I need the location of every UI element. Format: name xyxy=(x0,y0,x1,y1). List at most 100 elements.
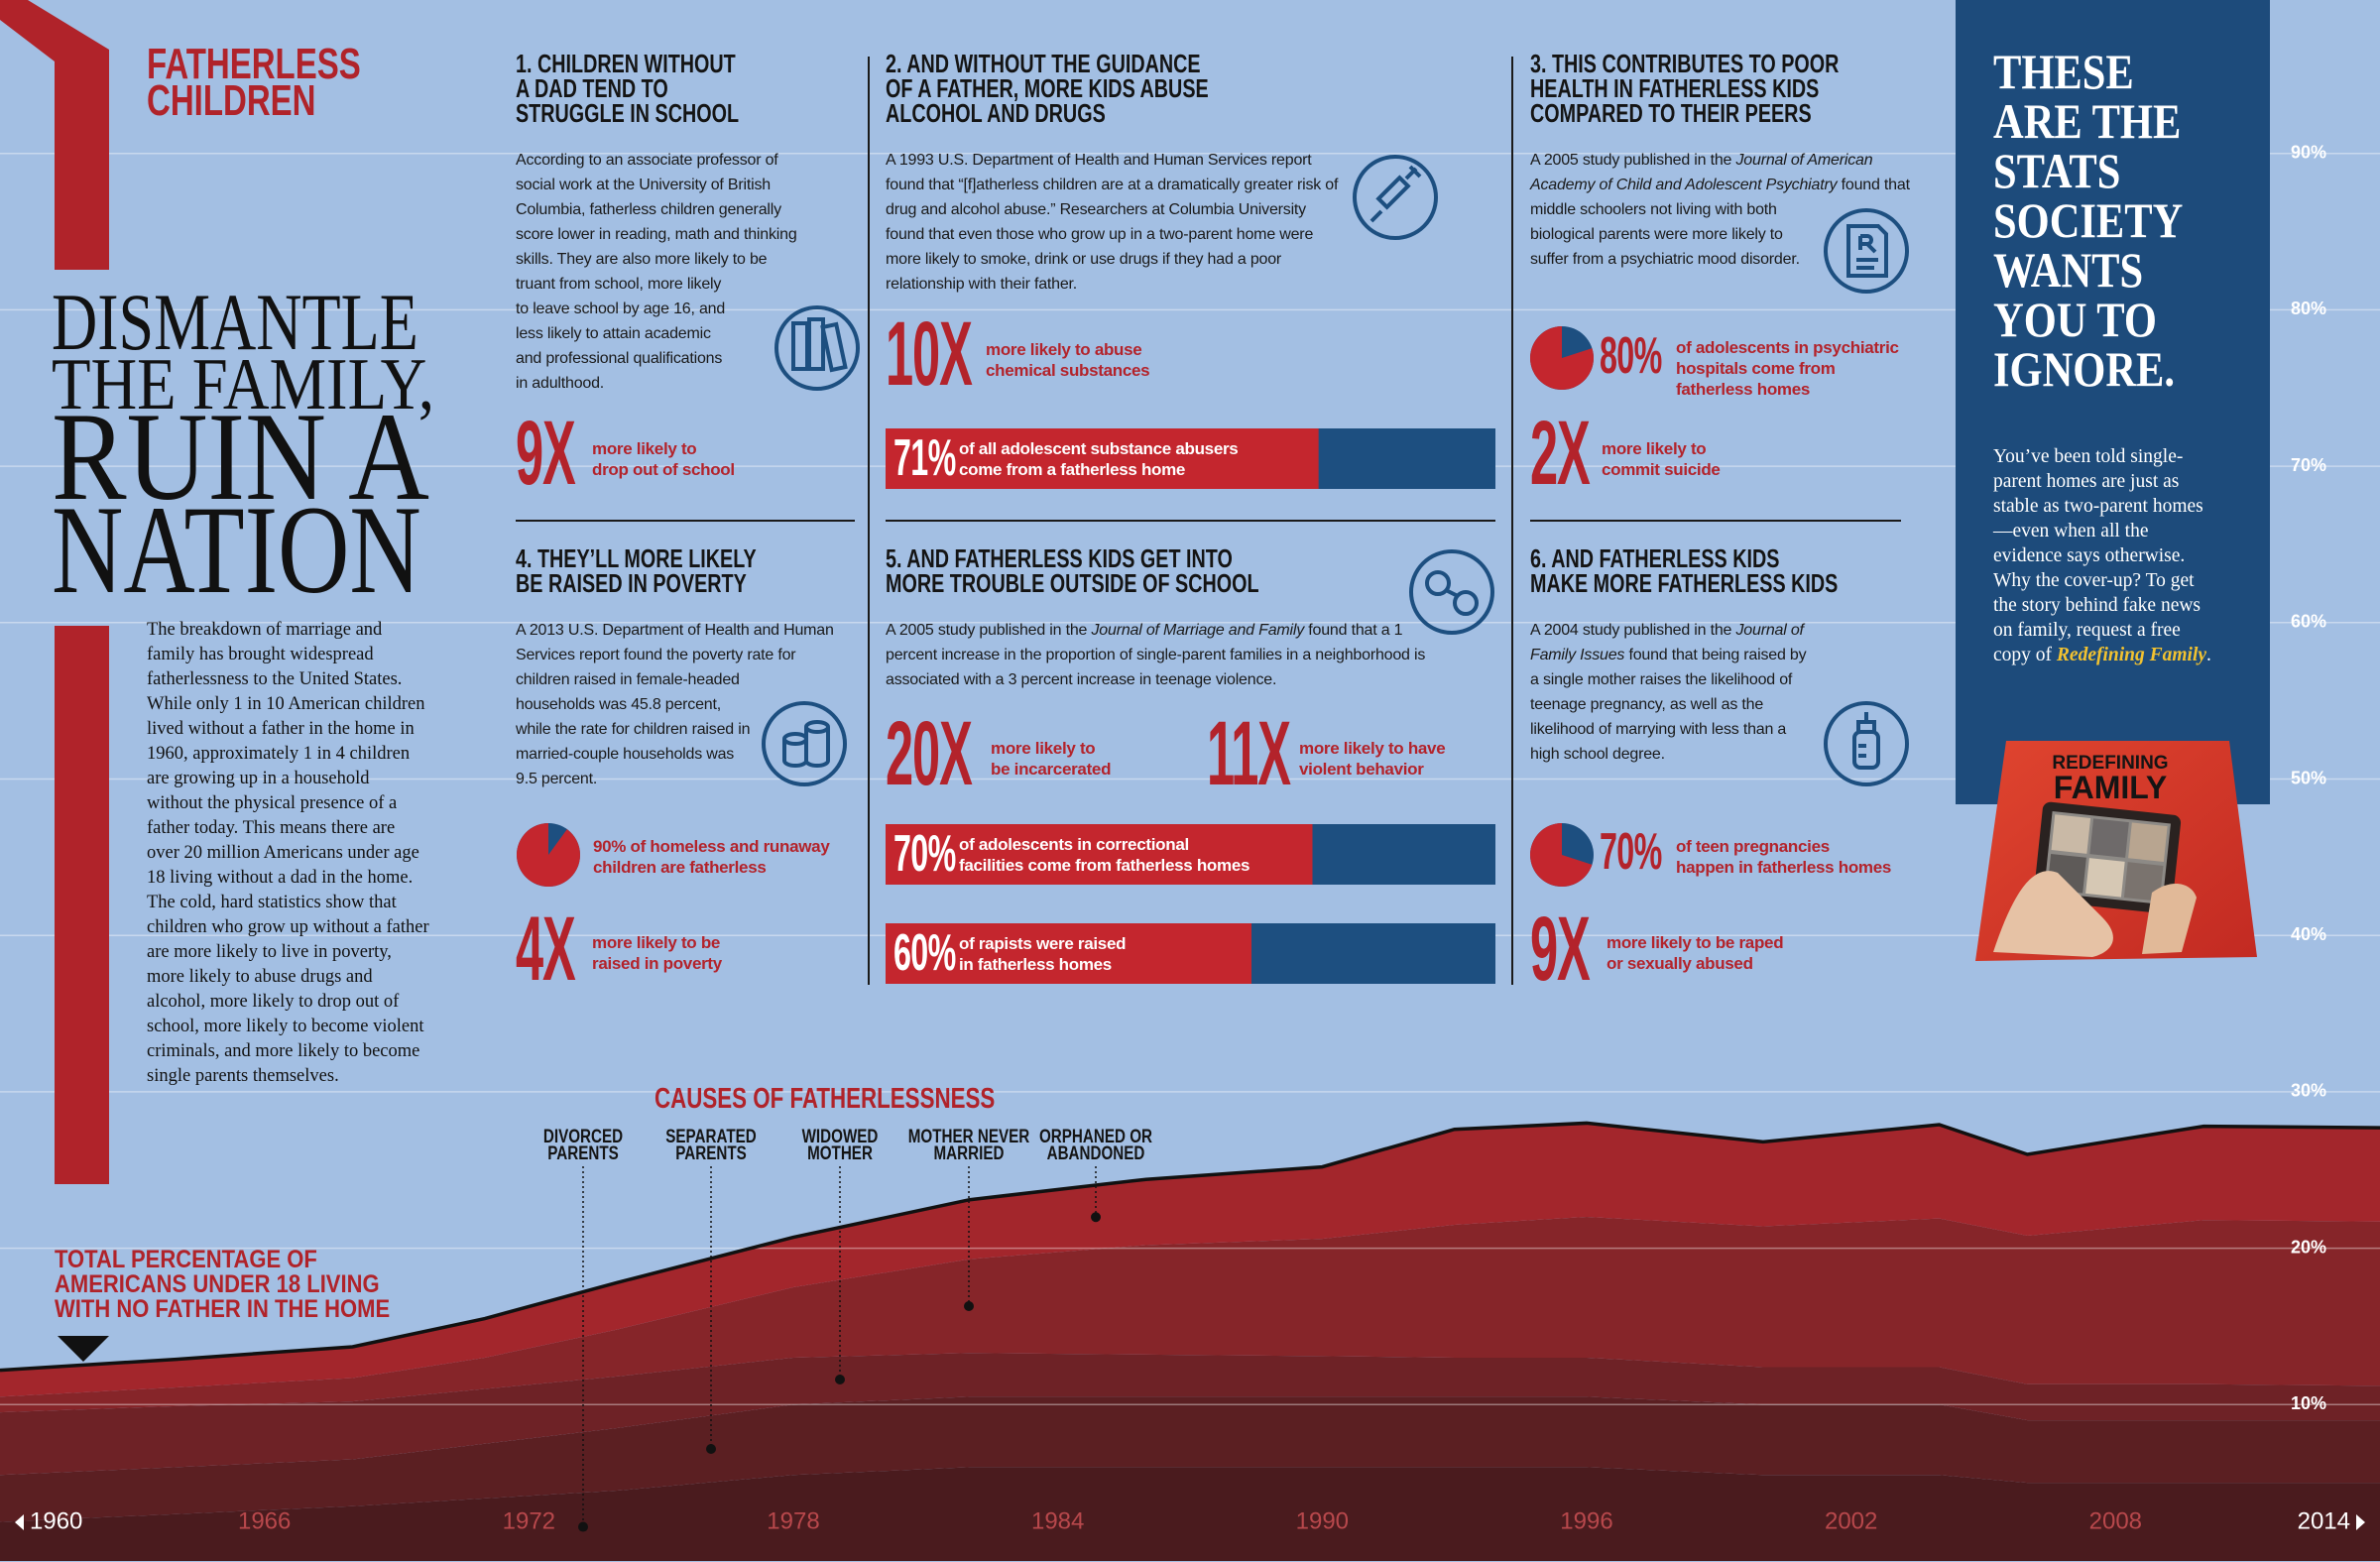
text-run: A 1993 U.S. Department of Health and Hum… xyxy=(886,152,1339,293)
stat-text: more likely to be raped or sexually abus… xyxy=(1606,933,1784,973)
sidebar-body: You’ve been told single-parent homes are… xyxy=(1993,444,2219,667)
headline-text: NATION xyxy=(52,481,421,620)
x-tick-label: 1990 xyxy=(1296,1507,1349,1534)
y-tick-label: 60% xyxy=(2291,612,2326,632)
area xyxy=(0,1396,2380,1522)
headline-line: THE FAMILY, xyxy=(52,348,490,421)
y-tick-label: 20% xyxy=(2291,1237,2326,1257)
stat-graphics xyxy=(517,326,1594,984)
leader-dot xyxy=(578,1521,588,1532)
icon-books xyxy=(774,305,860,391)
chart-annotation: TOTAL PERCENTAGE OF AMERICANS UNDER 18 L… xyxy=(55,1246,391,1323)
stat-factor: 2X xyxy=(1530,403,1591,504)
bar-text: of rapists were raised in fatherless hom… xyxy=(959,933,1127,974)
stat-factor: 4X xyxy=(516,899,576,1000)
axis-arrow-right xyxy=(2356,1514,2365,1530)
bar-text: of adolescents in correctional facilitie… xyxy=(959,834,1250,875)
stat-factor: 9X xyxy=(1530,899,1591,1000)
axis-labels: 10% 20% 30% 40% 50% 60% 70% 80% 90% 1960 1966 1972 1… xyxy=(30,142,2350,1534)
stat-text: more likely to drop out of school xyxy=(592,439,735,479)
wrap-spacer xyxy=(1817,199,1912,310)
sidebar-heading: THESE ARE THE STATS SOCIETY WANTS YOU TO… xyxy=(1993,44,2184,397)
stat-text: 90% of homeless and runaway children are… xyxy=(593,837,830,877)
section-body: A 2005 study published in the Journal of… xyxy=(886,618,1451,692)
bar xyxy=(886,824,1313,885)
icon-bottle xyxy=(1824,701,1909,786)
text-run: A 2004 study published in the xyxy=(1530,622,1736,639)
legend-label: SEPARATED PARENTS xyxy=(665,1127,757,1164)
axis-arrow-left xyxy=(15,1514,24,1530)
y-tick-label: 70% xyxy=(2291,455,2326,475)
x-tick-label: 1978 xyxy=(767,1507,819,1534)
y-tick-label: 30% xyxy=(2291,1081,2326,1101)
text-run: You’ve been told single-parent homes are… xyxy=(1993,446,2203,665)
x-tick-label: 1984 xyxy=(1031,1507,1084,1534)
text-run: A 2005 study published in the xyxy=(1530,152,1736,169)
section-body: A 1993 U.S. Department of Health and Hum… xyxy=(886,148,1344,297)
intro-text: The breakdown of marriage and family has… xyxy=(147,620,429,1086)
stat-text: more likely to be raised in poverty xyxy=(592,933,722,973)
x-tick-label: 1996 xyxy=(1560,1507,1612,1534)
headline-text: RUIN A xyxy=(52,388,429,527)
leader-dot xyxy=(964,1301,974,1312)
stat-text: more likely to commit suicide xyxy=(1602,439,1721,479)
bar-label: 70% xyxy=(893,824,956,883)
y-tick-label: 80% xyxy=(2291,299,2326,318)
stat-text: of teen pregnancies happen in fatherless… xyxy=(1676,837,1892,877)
section-title: 4. THEY’LL MORE LIKELY BE RAISED IN POVE… xyxy=(516,543,757,598)
area xyxy=(0,1353,2380,1476)
legend-label: WIDOWED MOTHER xyxy=(801,1127,879,1164)
legend-label: MOTHER NEVER MARRIED xyxy=(907,1127,1030,1164)
area xyxy=(0,1123,2380,1397)
leader-dot xyxy=(1091,1212,1101,1223)
red-bar-bottom xyxy=(55,626,109,1184)
bar-text: of all adolescent substance abusers come… xyxy=(959,438,1239,479)
text-run: Redefining Family xyxy=(2056,645,2207,665)
bar xyxy=(886,428,1319,489)
section-title: 3. THIS CONTRIBUTES TO POOR HEALTH IN FA… xyxy=(1530,49,1840,128)
legend-label: DIVORCED PARENTS xyxy=(542,1127,624,1164)
x-tick-label: 2002 xyxy=(1825,1507,1877,1534)
legend-label: ORPHANED OR ABANDONED xyxy=(1038,1127,1152,1164)
headline-text: DISMANTLE xyxy=(52,277,418,367)
pie-slice xyxy=(1530,823,1593,888)
book-title-bottom: FAMILY xyxy=(2054,770,2167,805)
text-run: A 2005 study published in the xyxy=(886,622,1092,639)
stat-factor: 20X xyxy=(886,703,973,804)
stat-text: of adolescents in psychiatric hospitals … xyxy=(1676,338,1899,399)
x-tick-label: 2008 xyxy=(2089,1507,2142,1534)
wrap-spacer xyxy=(752,689,843,794)
text-run: A 2013 U.S. Department of Health and Hum… xyxy=(516,622,834,787)
x-tick-label: 1972 xyxy=(503,1507,555,1534)
cause-leaders xyxy=(578,1166,1101,1532)
text-run: . xyxy=(2206,645,2211,665)
stat-text: more likely to have violent behavior xyxy=(1299,739,1446,779)
section-title: 2. AND WITHOUT THE GUIDANCE OF A FATHER,… xyxy=(886,49,1209,128)
x-tick-label: 1960 xyxy=(30,1507,82,1534)
text-run: Journal of American Academy of Child and… xyxy=(1530,152,1873,193)
text-run: Journal of Marriage and Family xyxy=(1091,622,1305,639)
icon-syringe xyxy=(1353,155,1438,240)
area xyxy=(0,1217,2380,1413)
x-tick-label: 1966 xyxy=(238,1507,291,1534)
area xyxy=(0,1467,2380,1561)
text-run: Journal of Family Issues xyxy=(1530,622,1804,663)
pie-slice xyxy=(517,823,581,887)
icon-prescription xyxy=(1824,208,1909,294)
stat-factor: 11X xyxy=(1207,703,1291,804)
section-body: A 2005 study published in the Journal of… xyxy=(1530,148,1912,310)
total-line-group xyxy=(0,1121,2380,1373)
book-title-top: REDEFINING xyxy=(2052,753,2168,774)
section-body: According to an associate professor of s… xyxy=(516,148,805,398)
headline-line: DISMANTLE xyxy=(52,282,522,363)
leader-dot xyxy=(706,1443,716,1454)
section-body: A 2004 study published in the Journal of… xyxy=(1530,618,1808,767)
stat-factor: 9X xyxy=(516,403,576,504)
stat-text: more likely to be incarcerated xyxy=(991,739,1112,779)
pointer-triangle xyxy=(58,1336,109,1362)
